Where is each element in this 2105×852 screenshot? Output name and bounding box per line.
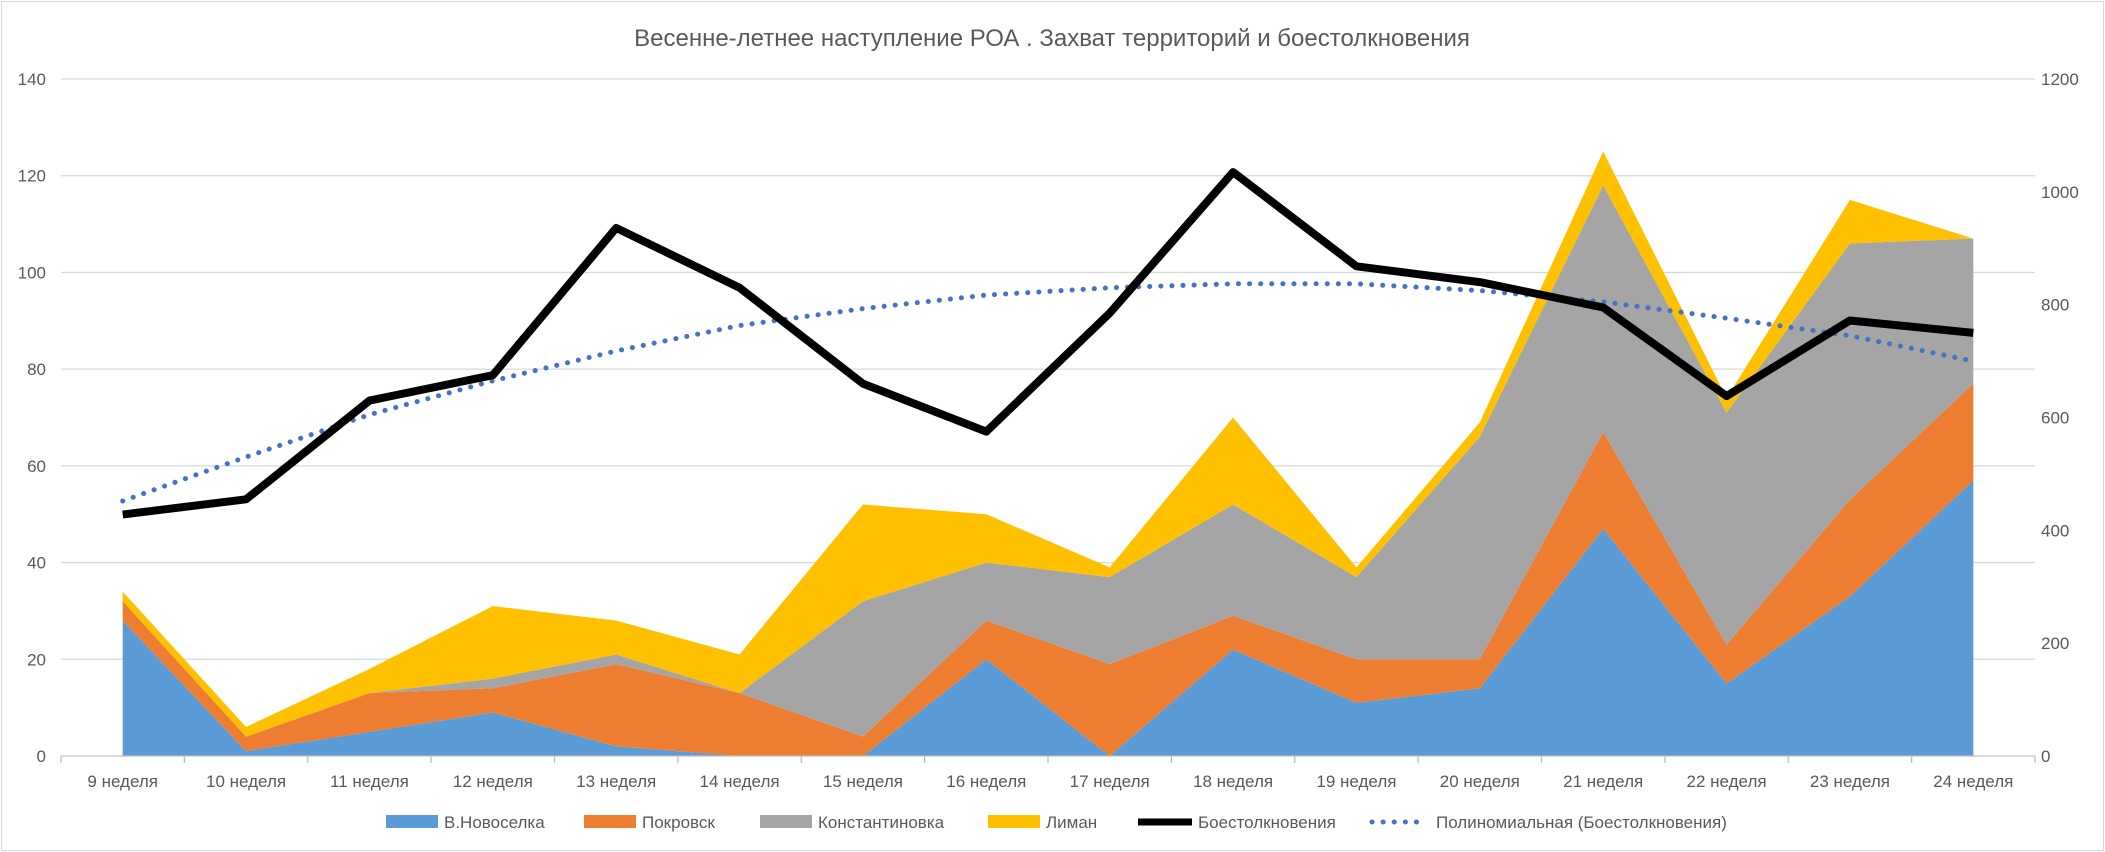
x-tick-label: 22 неделя (1687, 772, 1767, 791)
x-tick-label: 16 неделя (946, 772, 1026, 791)
chart-title: Весенне-летнее наступление РОА . Захват … (634, 25, 1470, 52)
legend-swatch-2 (584, 815, 636, 828)
y-left-tick-label: 80 (27, 360, 46, 379)
y-left-tick-label: 40 (27, 554, 46, 573)
legend-swatch-1 (386, 815, 438, 828)
area-series-2 (122, 383, 1974, 756)
x-tick-label: 19 неделя (1316, 772, 1396, 791)
x-tick-label: 11 неделя (330, 772, 409, 791)
area-series-3 (122, 185, 1974, 737)
axes: 0 20 40 60 80 100 120 140 0 200 400 600 800 1000 1200 9… (18, 70, 2079, 791)
legend-label: Константиновка (818, 813, 945, 832)
x-tick-label: 14 неделя (700, 772, 780, 791)
y-left-tick-label: 140 (18, 70, 46, 89)
line-series (120, 168, 1976, 519)
legend-swatch-4 (988, 815, 1040, 828)
trend-line (120, 281, 1976, 504)
y-right-tick-label: 0 (2041, 747, 2050, 766)
legend-label: Боестолкновения (1198, 813, 1336, 832)
y-right-tick-label: 1200 (2041, 70, 2079, 89)
legend-label: Полиномиальная (Боестолкновения) (1436, 813, 1727, 832)
x-tick-label: 10 неделя (206, 772, 286, 791)
x-tick-label: 21 неделя (1563, 772, 1643, 791)
y-right-tick-label: 1000 (2041, 183, 2079, 202)
y-left-tick-label: 60 (27, 457, 46, 476)
x-tick-label: 17 неделя (1070, 772, 1150, 791)
y-right-tick-label: 800 (2041, 296, 2069, 315)
y-left-tick-label: 0 (37, 747, 46, 766)
y-left-tick-label: 100 (18, 263, 46, 282)
x-tick-label: 9 неделя (87, 772, 158, 791)
y-right-tick-label: 400 (2041, 521, 2069, 540)
legend-label: В.Новоселка (444, 813, 545, 832)
stacked-areas (122, 151, 1974, 756)
y-left-tick-label: 20 (27, 650, 46, 669)
x-tick-label: 13 неделя (576, 772, 656, 791)
x-tick-label: 15 неделя (823, 772, 903, 791)
x-tick-label: 12 неделя (453, 772, 533, 791)
boestolknoveniya-line (122, 168, 1974, 519)
legend-label: Лиман (1046, 813, 1097, 832)
x-tick-label: 18 неделя (1193, 772, 1273, 791)
legend-label: Покровск (642, 813, 715, 832)
legend-swatch-3 (760, 815, 812, 828)
legend: В.Новоселка Покровск Константиновка Лиман Бо… (386, 813, 1727, 832)
gridlines (61, 78, 2035, 660)
area-series-1 (122, 480, 1974, 756)
x-tick-label: 24 неделя (1933, 772, 2013, 791)
x-tick-label: 20 неделя (1440, 772, 1520, 791)
y-left-tick-label: 120 (18, 167, 46, 186)
x-tick-label: 23 неделя (1810, 772, 1890, 791)
y-right-tick-label: 600 (2041, 409, 2069, 428)
y-right-tick-label: 200 (2041, 634, 2069, 653)
